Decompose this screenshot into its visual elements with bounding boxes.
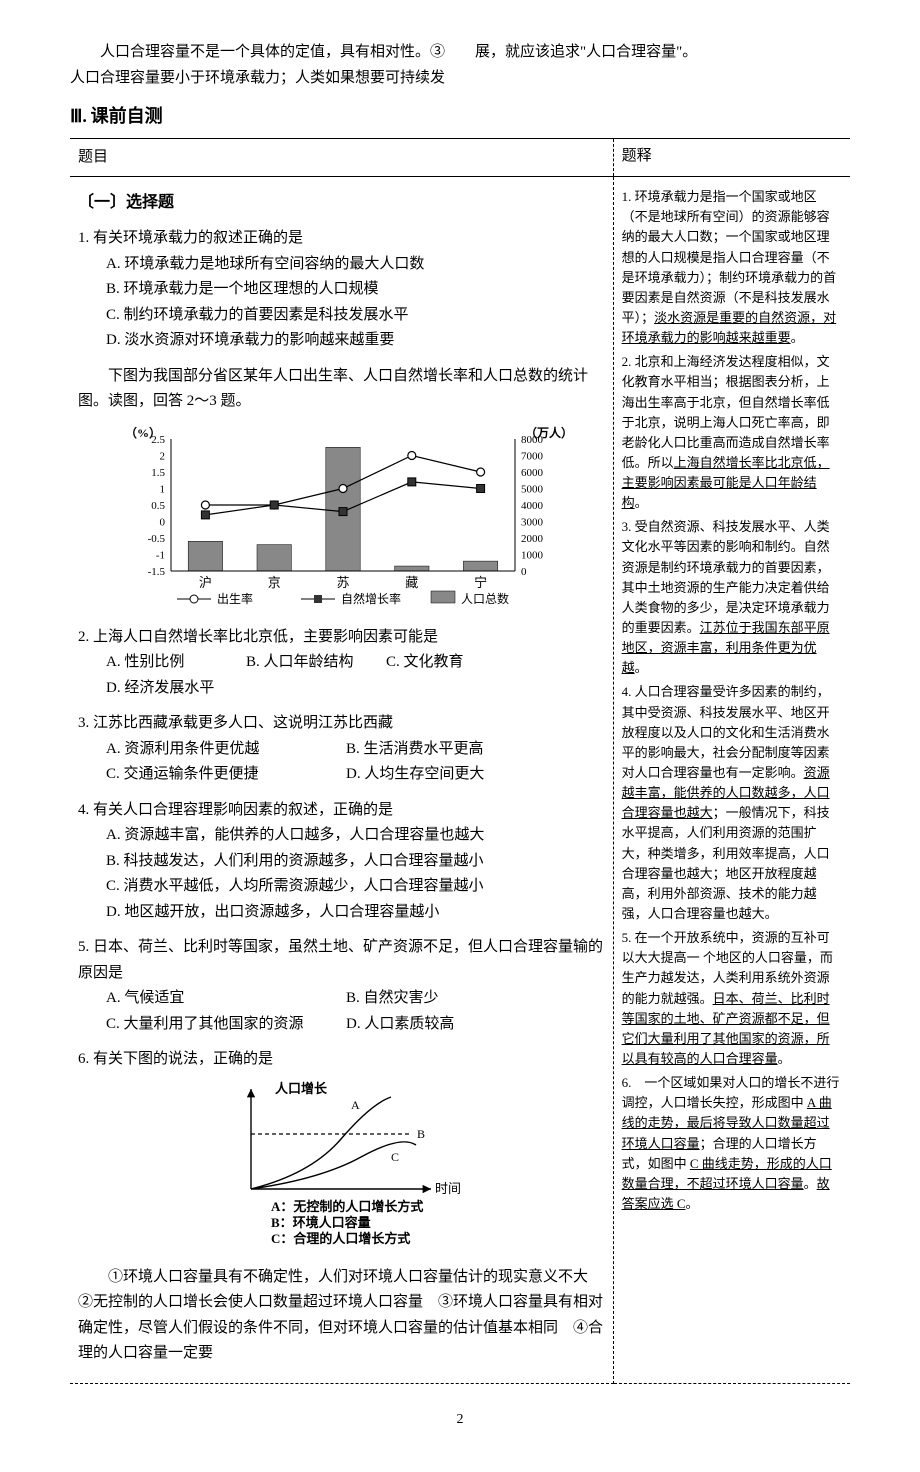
q1-opt-a: A. 环境承载力是地球所有空间容纳的最大人口数 [106, 252, 605, 278]
question-1: 1. 有关环境承载力的叙述正确的是 A. 环境承载力是地球所有空间容纳的最大人口… [78, 226, 605, 354]
question-6: 6. 有关下图的说法，正确的是 人口增长时间 A B C A：无控制的人口增长方式B：环… [78, 1047, 605, 1367]
chart-provinces: 2.521.510.50-0.5-1-1.5800070006000500040… [111, 425, 571, 615]
svg-text:0.5: 0.5 [152, 500, 166, 512]
q1-opt-b: B. 环境承载力是一个地区理想的人口规模 [106, 277, 605, 303]
svg-text:0: 0 [521, 566, 527, 578]
q2-opt-c: C. 文化教育 [386, 650, 506, 676]
q6-stem: 6. 有关下图的说法，正确的是 [78, 1047, 605, 1073]
svg-text:B: B [417, 1127, 425, 1141]
q1-opt-c: C. 制约环境承载力的首要因素是科技发展水平 [106, 303, 605, 329]
q1-stem: 1. 有关环境承载力的叙述正确的是 [78, 226, 605, 252]
q2-opt-d: D. 经济发展水平 [106, 676, 226, 702]
svg-text:（%）: （%） [125, 425, 161, 440]
question-2: 2. 上海人口自然增长率比北京低，主要影响因素可能是 A. 性别比例 B. 人口… [78, 625, 605, 702]
section-title: 课前自测 [91, 106, 163, 126]
q5-opt-b: B. 自然灾害少 [346, 986, 466, 1012]
svg-text:自然增长率: 自然增长率 [341, 591, 401, 606]
svg-text:宁: 宁 [474, 575, 487, 590]
q3-stem: 3. 江苏比西藏承载更多人口、这说明江苏比西藏 [78, 711, 605, 737]
q2-opt-b: B. 人口年龄结构 [246, 650, 366, 676]
svg-text:5000: 5000 [521, 483, 544, 495]
expl-2: 2. 北京和上海经济发达程度相似，文化教育水平相当；根据图表分析，上海出生率高于… [622, 352, 842, 513]
svg-text:沪: 沪 [199, 575, 212, 590]
svg-text:C: C [391, 1150, 399, 1164]
intro-col-1: 人口合理容量不是一个具体的定值，具有相对性。③人口合理容量要小于环境承载力；人类… [70, 40, 445, 91]
main-table: 题目 题释 〔一〕选择题 1. 有关环境承载力的叙述正确的是 A. 环境承载力是… [70, 138, 850, 1384]
q6-tail: ①环境人口容量具有不确定性，人们对环境人口容量估计的现实意义不大 ②无控制的人口… [78, 1265, 605, 1367]
intro-col-2: 展，就应该追求"人口合理容量"。 [475, 40, 850, 91]
q3-opt-d: D. 人均生存空间更大 [346, 762, 484, 788]
intro-columns: 人口合理容量不是一个具体的定值，具有相对性。③人口合理容量要小于环境承载力；人类… [70, 40, 850, 91]
svg-text:-0.5: -0.5 [148, 533, 166, 545]
svg-text:2: 2 [160, 450, 166, 462]
expl-6: 6. 一个区域如果对人口的增长不进行调控，人口增长失控，形成图中 A 曲线的走势… [622, 1073, 842, 1214]
svg-text:1000: 1000 [521, 549, 544, 561]
q5-opt-d: D. 人口素质较高 [346, 1012, 466, 1038]
svg-text:（万人）: （万人） [525, 425, 571, 440]
page-number: 2 [70, 1408, 850, 1432]
svg-text:出生率: 出生率 [217, 591, 253, 606]
q4-opt-d: D. 地区越开放，出口资源越多，人口合理容量越小 [106, 900, 605, 926]
svg-text:京: 京 [268, 575, 281, 590]
q2-stem: 2. 上海人口自然增长率比北京低，主要影响因素可能是 [78, 625, 605, 651]
q4-opt-a: A. 资源越丰富，能供养的人口越多，人口合理容量也越大 [106, 823, 605, 849]
question-5: 5. 日本、荷兰、比利时等国家，虽然土地、矿产资源不足，但人口合理容量输的原因是… [78, 935, 605, 1037]
q3-opt-b: B. 生活消费水平更高 [346, 737, 484, 763]
section-header: Ⅲ. 课前自测 [70, 101, 850, 132]
col-header-left: 题目 [70, 138, 613, 177]
svg-text:藏: 藏 [406, 575, 419, 590]
q2-opt-a: A. 性别比例 [106, 650, 226, 676]
questions-cell: 〔一〕选择题 1. 有关环境承载力的叙述正确的是 A. 环境承载力是地球所有空间… [70, 177, 613, 1384]
svg-text:1: 1 [160, 483, 166, 495]
svg-text:时间: 时间 [435, 1181, 461, 1196]
q3-opt-c: C. 交通运输条件更便捷 [106, 762, 326, 788]
q4-opt-c: C. 消费水平越低，人均所需资源越少，人口合理容量越小 [106, 874, 605, 900]
q5-opt-a: A. 气候适宜 [106, 986, 326, 1012]
explanations-cell: 1. 环境承载力是指一个国家或地区（不是地球所有空间）的资源能够容纳的最大人口数… [613, 177, 850, 1384]
svg-text:C：合理的人口增长方式: C：合理的人口增长方式 [271, 1231, 410, 1246]
svg-text:4000: 4000 [521, 500, 544, 512]
expl-5: 5. 在一个开放系统中，资源的互补可以大大提高一 个地区的人口容量，而生产力越发… [622, 928, 842, 1069]
chart1-intro: 下图为我国部分省区某年人口出生率、人口自然增长率和人口总数的统计图。读图，回答 … [78, 364, 605, 415]
q1-opt-d: D. 淡水资源对环境承载力的影响越来越重要 [106, 328, 605, 354]
svg-text:人口总数: 人口总数 [461, 591, 509, 606]
q5-stem: 5. 日本、荷兰、比利时等国家，虽然土地、矿产资源不足，但人口合理容量输的原因是 [78, 935, 605, 986]
chart-growth-curves: 人口增长时间 A B C A：无控制的人口增长方式B：环境人口容量C：合理的人口增长方式 [191, 1079, 491, 1259]
q3-opt-a: A. 资源利用条件更优越 [106, 737, 326, 763]
svg-text:0: 0 [160, 516, 166, 528]
svg-text:1.5: 1.5 [152, 467, 166, 479]
svg-text:人口增长: 人口增长 [275, 1081, 328, 1096]
svg-text:B：环境人口容量: B：环境人口容量 [271, 1215, 371, 1230]
svg-text:3000: 3000 [521, 516, 544, 528]
svg-text:2000: 2000 [521, 533, 544, 545]
q4-stem: 4. 有关人口合理容理影响因素的叙述，正确的是 [78, 798, 605, 824]
svg-text:A: A [351, 1098, 360, 1112]
q5-opt-c: C. 大量利用了其他国家的资源 [106, 1012, 326, 1038]
section-number: Ⅲ. [70, 106, 87, 126]
svg-text:-1.5: -1.5 [148, 566, 166, 578]
svg-text:-1: -1 [156, 549, 165, 561]
expl-1: 1. 环境承载力是指一个国家或地区（不是地球所有空间）的资源能够容纳的最大人口数… [622, 187, 842, 348]
subsection-heading: 〔一〕选择题 [78, 189, 605, 216]
svg-text:7000: 7000 [521, 450, 544, 462]
svg-text:A：无控制的人口增长方式: A：无控制的人口增长方式 [271, 1199, 423, 1214]
q4-opt-b: B. 科技越发达，人们利用的资源越多，人口合理容量越小 [106, 849, 605, 875]
svg-text:苏: 苏 [337, 575, 350, 590]
question-3: 3. 江苏比西藏承载更多人口、这说明江苏比西藏 A. 资源利用条件更优越 B. … [78, 711, 605, 788]
expl-4: 4. 人口合理容量受许多因素的制约，其中受资源、科技发展水平、地区开放程度以及人… [622, 682, 842, 924]
col-header-right: 题释 [613, 138, 850, 177]
expl-3: 3. 受自然资源、科技发展水平、人类文化水平等因素的影响和制约。自然资源是制约环… [622, 517, 842, 678]
svg-text:6000: 6000 [521, 467, 544, 479]
question-4: 4. 有关人口合理容理影响因素的叙述，正确的是 A. 资源越丰富，能供养的人口越… [78, 798, 605, 926]
